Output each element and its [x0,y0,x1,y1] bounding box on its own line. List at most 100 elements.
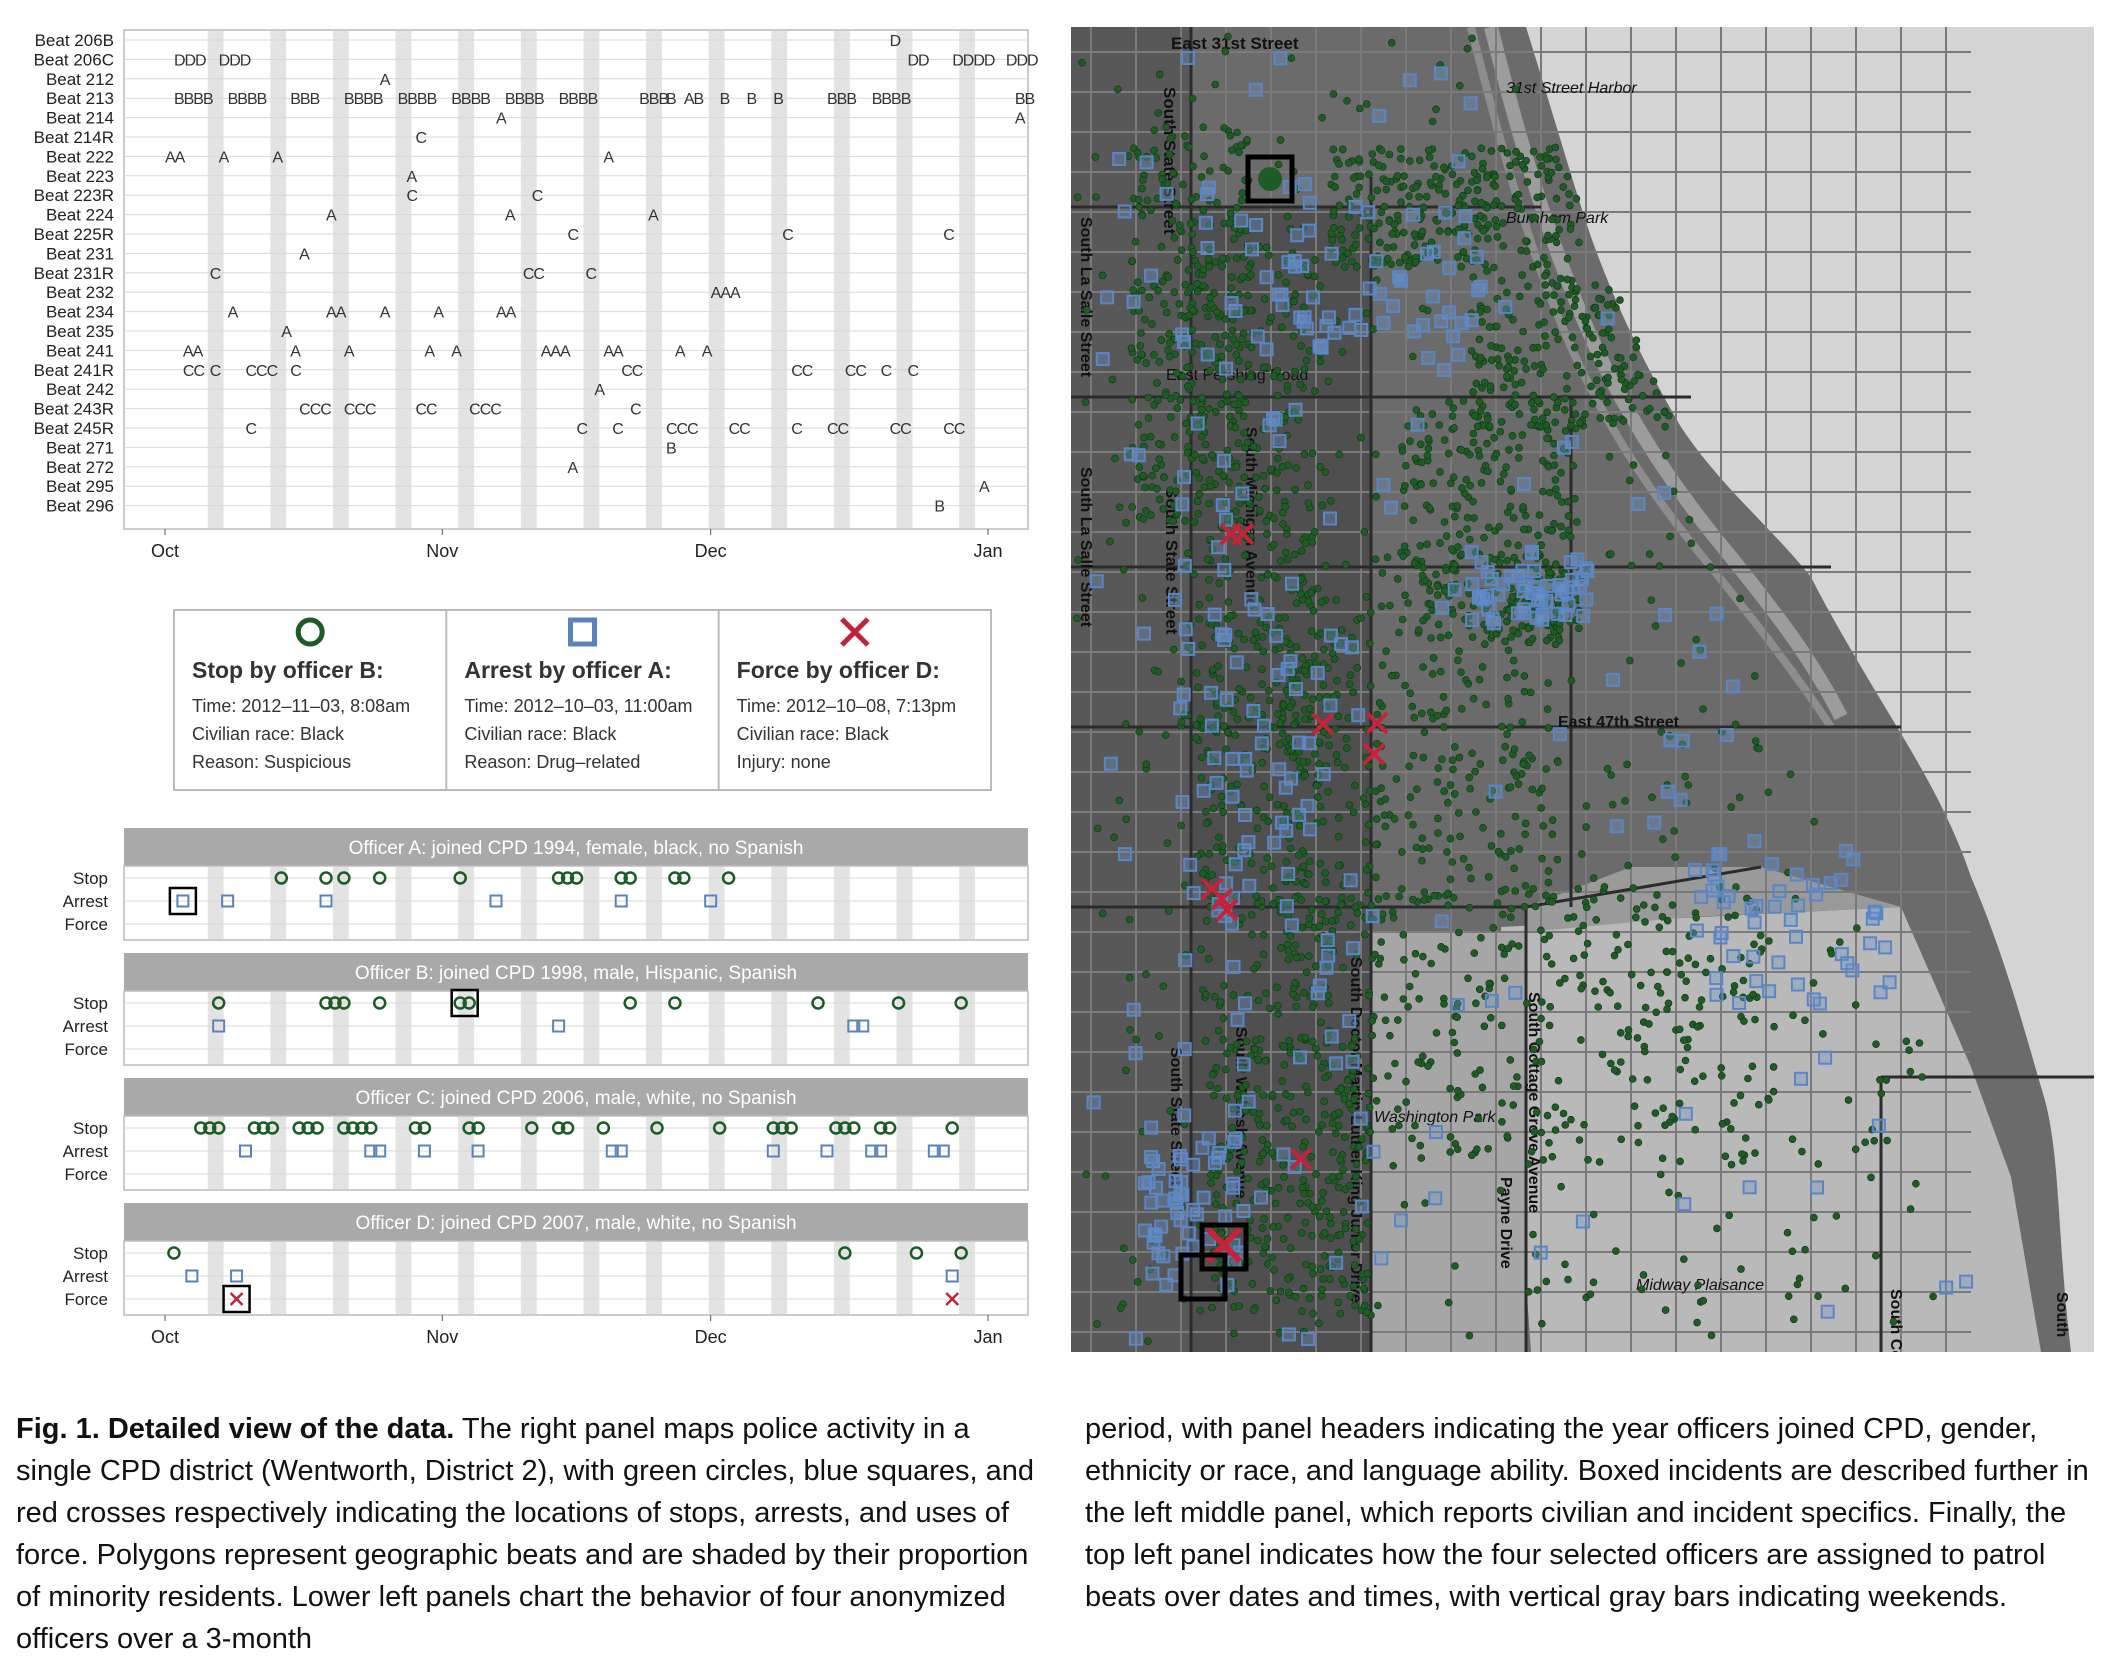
stop-marker [1491,172,1499,181]
stop-marker [1563,275,1572,284]
stop-marker [1205,594,1214,602]
stop-marker [1368,1017,1377,1025]
stop-marker [1273,1001,1282,1010]
stop-marker [1385,150,1394,159]
arrest-marker [1789,929,1803,944]
street-grid [1071,27,1971,1352]
arrest-marker [1794,1071,1808,1086]
arrest-marker [1297,177,1312,192]
stop-marker [1764,1096,1773,1104]
stop-marker [1342,734,1351,743]
stop-marker [1255,1109,1264,1118]
stop-marker [1351,231,1359,239]
stop-marker [1258,1136,1267,1144]
stop-marker [1280,1061,1289,1069]
stop-marker [1297,1229,1306,1237]
arrest-point [319,894,333,908]
beat-label: Beat 214R [34,128,114,147]
arrest-marker [1457,231,1472,246]
stop-point [471,1121,485,1135]
stop-marker [1414,626,1423,634]
stop-point [668,996,682,1010]
stop-marker [1544,878,1553,887]
stop-marker [1359,794,1368,803]
beat-assignment-mark: C [290,363,301,380]
stop-marker [1915,1039,1924,1047]
arrest-point [605,1144,619,1158]
stop-marker [1170,433,1179,441]
arrest-marker [1238,751,1253,766]
stop-marker [1351,1301,1359,1310]
stop-marker [1582,823,1591,831]
stop-marker [1543,1111,1552,1120]
stop-marker [1610,951,1619,960]
stop-marker [1276,719,1285,727]
stop-marker [1314,1128,1323,1136]
stop-marker [1346,671,1355,680]
stop-marker [1596,414,1605,422]
force-point [945,1292,960,1306]
beat-assignment-mark: CC [183,363,205,380]
beat-assignment-mark: AA [165,149,186,166]
stop-marker [1557,522,1565,531]
arrest-marker [1211,540,1226,555]
stop-marker [1485,979,1494,988]
weekend-band [458,992,475,1064]
stop-marker [1424,1062,1432,1070]
stop-marker [1317,598,1326,607]
arrest-marker [1276,1147,1291,1162]
arrest-marker [1324,246,1339,261]
stop-point [319,996,333,1010]
arrest-marker [1260,607,1275,621]
stop-marker [1339,1166,1347,1174]
stop-marker [1187,219,1195,228]
stop-marker [1318,910,1326,919]
street-label: South State Street [1167,1047,1184,1186]
stop-marker [1713,1224,1721,1233]
arrest-marker [1225,789,1240,804]
stop-marker [1384,1072,1392,1080]
stop-marker [1409,478,1418,486]
arrest-marker [1204,718,1219,733]
stop-marker [1352,1172,1360,1181]
beat-assignment-mark: AA [603,343,624,360]
stop-marker [1153,484,1161,493]
stop-marker [1322,1207,1331,1216]
stop-marker [1518,161,1527,169]
arrest-marker [1658,607,1672,622]
stop-marker [1566,225,1575,233]
weekend-band [896,867,913,939]
stop-marker [1273,366,1282,375]
stop-marker [1582,802,1591,810]
stop-marker [1159,982,1168,991]
stop-marker [1140,433,1148,442]
arrest-marker [1689,923,1704,938]
stop-marker [1405,192,1413,200]
stop-marker [1254,1236,1262,1245]
stop-marker [1501,885,1510,894]
stop-marker [1730,982,1739,990]
stop-marker [1290,720,1299,729]
beat-assignment-mark: C [407,188,418,205]
stop-marker [1587,382,1595,391]
stop-marker [1411,454,1420,463]
stop-marker [1320,1229,1329,1237]
arrest-marker [1321,948,1336,963]
arrest-marker [1485,612,1500,627]
arrest-marker [1259,342,1274,357]
stop-marker [1565,313,1573,322]
stop-marker [1522,237,1530,245]
stop-marker [1550,519,1558,528]
stop-marker [1135,203,1143,211]
stop-marker [1427,238,1436,247]
stop-marker [1240,635,1248,644]
stop-marker [1167,413,1175,421]
arrest-marker [1692,644,1707,659]
stop-marker [1391,1059,1399,1068]
stop-marker [1377,208,1386,217]
stop-marker [1307,588,1315,597]
stop-marker [1415,193,1423,201]
stop-marker [1205,850,1213,858]
arrest-marker [1345,640,1359,655]
stop-marker [1504,646,1513,655]
